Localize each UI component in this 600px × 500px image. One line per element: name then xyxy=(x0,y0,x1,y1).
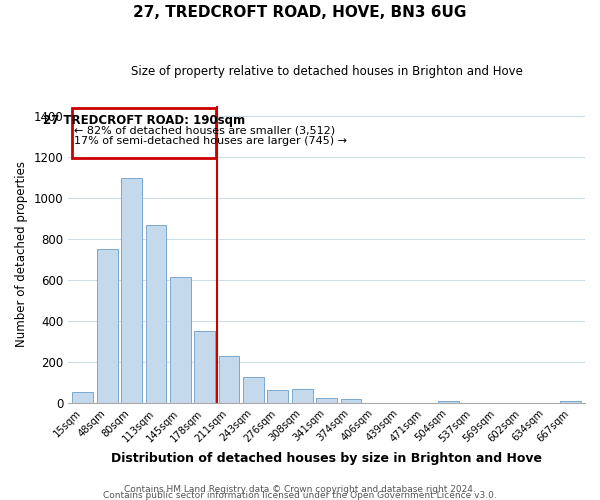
Bar xyxy=(560,401,581,403)
Bar xyxy=(268,390,288,403)
Text: ← 82% of detached houses are smaller (3,512): ← 82% of detached houses are smaller (3,… xyxy=(74,125,335,135)
Bar xyxy=(194,332,215,403)
Bar xyxy=(316,398,337,403)
Bar xyxy=(170,277,191,403)
Text: Contains public sector information licensed under the Open Government Licence v3: Contains public sector information licen… xyxy=(103,491,497,500)
Bar xyxy=(438,401,459,403)
Text: 17% of semi-detached houses are larger (745) →: 17% of semi-detached houses are larger (… xyxy=(74,136,347,146)
Title: Size of property relative to detached houses in Brighton and Hove: Size of property relative to detached ho… xyxy=(131,65,523,78)
Bar xyxy=(292,389,313,403)
Bar xyxy=(73,392,93,403)
Bar xyxy=(219,356,239,403)
Text: Contains HM Land Registry data © Crown copyright and database right 2024.: Contains HM Land Registry data © Crown c… xyxy=(124,485,476,494)
Bar xyxy=(121,178,142,403)
FancyBboxPatch shape xyxy=(72,108,215,158)
Y-axis label: Number of detached properties: Number of detached properties xyxy=(15,162,28,348)
Text: 27 TREDCROFT ROAD: 190sqm: 27 TREDCROFT ROAD: 190sqm xyxy=(43,114,245,127)
Bar xyxy=(243,376,264,403)
Bar xyxy=(146,224,166,403)
Text: 27, TREDCROFT ROAD, HOVE, BN3 6UG: 27, TREDCROFT ROAD, HOVE, BN3 6UG xyxy=(133,5,467,20)
Bar xyxy=(97,249,118,403)
Bar xyxy=(341,399,361,403)
X-axis label: Distribution of detached houses by size in Brighton and Hove: Distribution of detached houses by size … xyxy=(111,452,542,465)
